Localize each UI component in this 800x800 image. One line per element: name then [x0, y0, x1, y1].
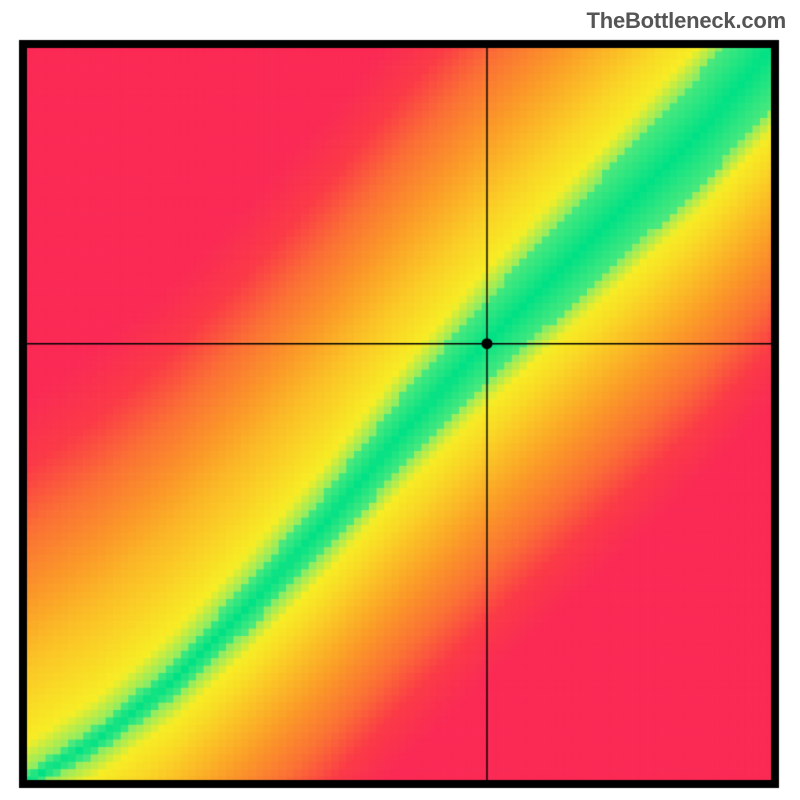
bottleneck-heatmap-canvas: [14, 36, 784, 792]
watermark-text: TheBottleneck.com: [586, 8, 786, 34]
chart-container: TheBottleneck.com: [0, 0, 800, 800]
